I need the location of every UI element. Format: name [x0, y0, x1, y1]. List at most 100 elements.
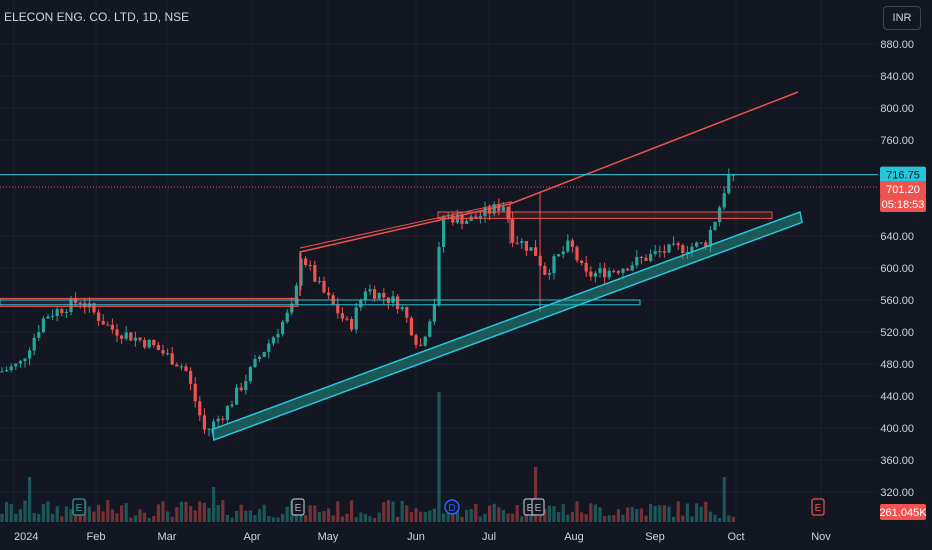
countdown-tag [880, 196, 926, 213]
candle-body [685, 252, 689, 254]
candle-body [368, 289, 372, 292]
volume-bar [511, 513, 515, 522]
price-axis-label: 880.00 [880, 39, 914, 51]
candle-body [396, 296, 400, 310]
candle-body [198, 401, 202, 416]
volume-bar [386, 500, 390, 522]
candle-body [55, 309, 59, 316]
volume-bar [28, 477, 32, 522]
resistance-price-tag-text: 716.75 [886, 170, 920, 182]
candle-body [598, 268, 602, 273]
candle-body [225, 406, 229, 420]
volume-bar [718, 517, 722, 522]
volume-bar [649, 503, 653, 522]
candle-body [695, 242, 699, 247]
volume-bar [336, 501, 340, 522]
volume-bar [722, 477, 726, 522]
candle-body [276, 334, 280, 338]
candle-body [589, 271, 593, 277]
volume-bar [23, 500, 27, 522]
candle-body [120, 335, 124, 339]
candle-body [524, 241, 528, 251]
candle-body [400, 307, 404, 310]
event-marker-label: E [76, 503, 83, 514]
volume-bar [41, 504, 45, 522]
candle-body [336, 304, 340, 314]
candle-body [124, 332, 128, 339]
candle-body [373, 289, 377, 299]
candle-body [520, 241, 524, 243]
volume-bar [225, 514, 229, 522]
earnings-marker [72, 498, 86, 516]
volume-bar [184, 501, 188, 522]
countdown-tag-text: 05:18:53 [882, 199, 925, 211]
candle-body [9, 366, 13, 371]
volume-bar [653, 506, 657, 522]
candle-body [285, 312, 289, 322]
candle-body [492, 204, 496, 214]
volume-bar [396, 516, 400, 522]
event-marker-label: D [448, 503, 455, 514]
volume-bar [607, 515, 611, 522]
time-axis-label: Apr [243, 531, 260, 543]
candle-body [221, 418, 225, 420]
volume-tag [880, 504, 926, 520]
time-axis-label: Oct [727, 531, 744, 543]
candle-body [317, 281, 321, 283]
volume-bar [267, 516, 271, 522]
volume-bar [731, 516, 735, 522]
volume-bar [129, 517, 133, 522]
volume-bar [175, 507, 179, 522]
volume-bar [69, 509, 73, 522]
volume-bar [552, 506, 556, 522]
currency-selector[interactable]: INR [883, 6, 921, 30]
last-price-tag [880, 181, 926, 198]
volume-bar [340, 516, 344, 522]
volume-tag-text: 261.045K [879, 507, 927, 519]
candle-body [248, 367, 252, 382]
candle-body [5, 370, 9, 372]
candle-body [414, 335, 418, 345]
volume-bar [97, 504, 101, 522]
candle-body [110, 324, 114, 330]
volume-bar [515, 504, 519, 522]
volume-bar [644, 515, 648, 522]
volume-bar [557, 512, 561, 522]
candle-body [419, 344, 423, 346]
time-axis-label: 2024 [14, 531, 38, 543]
candle-body [152, 339, 156, 346]
candle-body [41, 318, 45, 333]
volume-bar [382, 502, 386, 522]
volume-bar [626, 507, 630, 522]
volume-bar [133, 515, 137, 522]
volume-bar [699, 506, 703, 522]
candle-body [207, 428, 211, 430]
candle-body [166, 353, 170, 355]
candle-body [704, 242, 708, 247]
candle-body [304, 258, 308, 265]
candle-body [179, 366, 183, 368]
volume-bar [474, 503, 478, 522]
volume-bar [593, 504, 597, 522]
upper-trendline-inner [299, 201, 513, 249]
candle-body [363, 291, 367, 300]
candle-body [506, 206, 510, 220]
volume-bar [55, 506, 59, 522]
candle-body [534, 247, 538, 256]
volume-bar [161, 501, 165, 522]
volume-bar [639, 508, 643, 522]
volume-bar [354, 517, 358, 522]
candle-body [497, 204, 501, 212]
candle-body [451, 215, 455, 223]
candle-body [97, 312, 101, 322]
candle-body [580, 260, 584, 263]
volume-bar [9, 503, 13, 522]
candle-body [133, 337, 137, 341]
candle-body [593, 272, 597, 277]
volume-bar [14, 513, 18, 522]
candle-body [442, 216, 446, 247]
candle-body [575, 246, 579, 261]
candle-body [230, 404, 234, 407]
